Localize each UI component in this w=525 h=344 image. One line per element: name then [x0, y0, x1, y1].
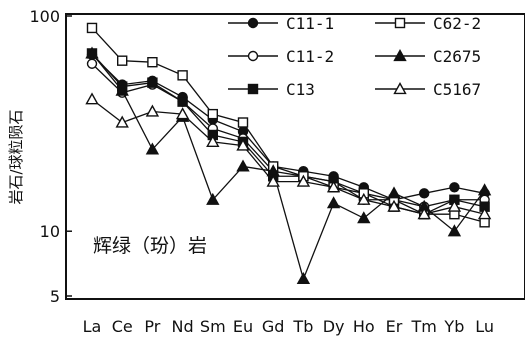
- data-point: [387, 186, 401, 199]
- legend-marker: [393, 82, 407, 95]
- data-point: [447, 199, 462, 212]
- plot-frame: [65, 13, 525, 300]
- legend-label: C11-1: [286, 14, 334, 33]
- data-point: [237, 117, 249, 128]
- legend-item: C2675: [375, 47, 481, 66]
- y-tick-label: 10: [40, 222, 60, 241]
- x-tick-label: Pr: [144, 317, 160, 336]
- data-point: [207, 108, 219, 120]
- x-tick-label: Tm: [411, 317, 437, 336]
- y-tick-label: 100: [29, 7, 60, 26]
- data-point: [447, 224, 462, 237]
- legend-item: C62-2: [375, 14, 481, 33]
- series-C2675: [85, 46, 492, 285]
- legend-marker: [393, 49, 407, 62]
- x-tick-label: Tb: [292, 317, 313, 336]
- legend-item: C5167: [375, 80, 481, 99]
- x-tick-label: Ho: [353, 317, 375, 336]
- legend-item: C11-1: [228, 14, 334, 33]
- data-point: [147, 57, 158, 68]
- data-point: [175, 107, 190, 120]
- data-point: [296, 272, 311, 285]
- x-tick-label: Sm: [200, 317, 226, 336]
- series-line: [91, 98, 485, 215]
- data-point: [206, 134, 220, 148]
- data-point: [177, 70, 188, 81]
- legend-marker: [247, 83, 259, 95]
- data-point: [115, 83, 129, 96]
- data-point: [477, 183, 492, 196]
- legend-label: C62-2: [433, 14, 481, 33]
- y-axis-label: 岩石/球粒陨石: [7, 109, 25, 204]
- x-tick-label: Yb: [443, 317, 464, 336]
- data-point: [86, 58, 98, 69]
- data-point: [206, 192, 220, 205]
- x-tick-label: Lu: [475, 317, 494, 336]
- legend-item: C13: [228, 80, 315, 99]
- data-point: [236, 138, 250, 151]
- series-C5167: [85, 92, 492, 220]
- series-layer: [85, 22, 492, 285]
- legend-marker: [394, 17, 406, 29]
- data-point: [116, 55, 128, 66]
- data-point: [296, 174, 311, 187]
- data-point: [236, 159, 250, 172]
- data-point: [387, 199, 401, 212]
- data-point: [266, 174, 280, 187]
- data-point: [145, 142, 160, 155]
- data-point: [177, 96, 188, 107]
- x-tick-label: Er: [386, 317, 403, 336]
- legend-marker: [247, 50, 259, 62]
- data-point: [147, 77, 158, 88]
- legend-label: C5167: [433, 80, 481, 99]
- legend: C11-1 C62-2 C11-2 C2675 C13 C5167: [228, 14, 481, 99]
- data-point: [357, 192, 371, 205]
- legend-label: C11-2: [286, 47, 334, 66]
- data-point: [115, 115, 129, 128]
- data-point: [326, 180, 341, 193]
- data-point: [357, 211, 371, 224]
- x-tick-label: Dy: [323, 317, 345, 336]
- data-point: [417, 207, 431, 220]
- data-point: [85, 92, 99, 105]
- x-tick-label: Gd: [262, 317, 285, 336]
- data-point: [419, 188, 430, 199]
- x-tick-label: Ce: [112, 317, 133, 336]
- legend-label: C2675: [433, 47, 481, 66]
- x-axis-ticks: La Ce Pr Nd Sm Eu Gd Tb Dy Ho Er Tm Yb Lu: [83, 317, 494, 336]
- rock-type-annotation: 辉绿（玢）岩: [93, 235, 207, 257]
- legend-marker: [247, 17, 259, 29]
- data-point: [449, 182, 460, 193]
- legend-item: C11-2: [228, 47, 334, 66]
- legend-label: C13: [286, 80, 315, 99]
- data-point: [477, 207, 492, 220]
- series-line: [91, 53, 486, 281]
- data-point: [85, 46, 99, 59]
- x-tick-label: La: [83, 317, 102, 336]
- x-tick-label: Nd: [172, 317, 194, 336]
- y-tick-label: 5: [50, 287, 60, 306]
- data-point: [326, 196, 341, 209]
- data-point: [86, 22, 98, 34]
- x-tick-label: Eu: [233, 317, 253, 336]
- y-axis-ticks: 5 10 100: [29, 7, 72, 306]
- data-point: [145, 104, 160, 117]
